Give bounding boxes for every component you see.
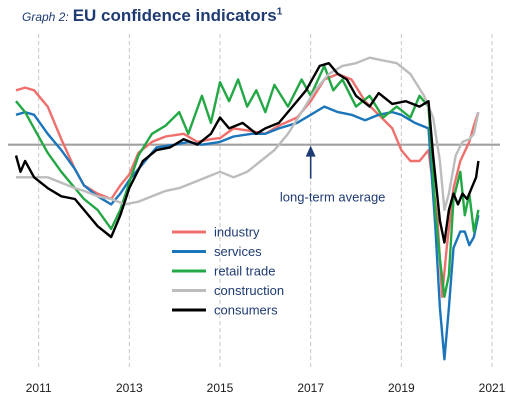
x-tick-label-2021: 2021 xyxy=(479,381,506,395)
x-tick-label-2019: 2019 xyxy=(388,381,415,395)
legend: industry services retail trade construction… xyxy=(172,225,284,318)
legend-label-consumers: consumers xyxy=(214,303,278,318)
x-axis-ticks: 2011 2013 2015 2017 2019 2021 xyxy=(26,381,506,395)
graph-number: Graph 2: xyxy=(22,10,69,24)
legend-label-retail-trade: retail trade xyxy=(214,264,275,279)
x-tick-label-2011: 2011 xyxy=(26,381,52,395)
chart-title: Graph 2: EU confidence indicators1 xyxy=(22,6,282,26)
legend-label-construction: construction xyxy=(214,283,284,298)
x-tick-label-2017: 2017 xyxy=(297,381,324,395)
annotation-label: long-term average xyxy=(280,190,386,205)
series-lines xyxy=(14,56,480,361)
annotation: long-term average xyxy=(280,145,386,205)
annotation-arrow-head xyxy=(305,145,316,157)
series-line-consumers xyxy=(14,62,480,244)
series-line-construction xyxy=(16,56,480,212)
legend-label-industry: industry xyxy=(214,225,260,240)
x-tick-label-2013: 2013 xyxy=(116,381,143,395)
legend-label-services: services xyxy=(214,244,262,259)
series-line-retail-trade xyxy=(15,64,480,298)
title-text: EU confidence indicators xyxy=(72,6,277,25)
footnote-marker: 1 xyxy=(276,6,283,18)
x-tick-label-2015: 2015 xyxy=(207,381,234,395)
